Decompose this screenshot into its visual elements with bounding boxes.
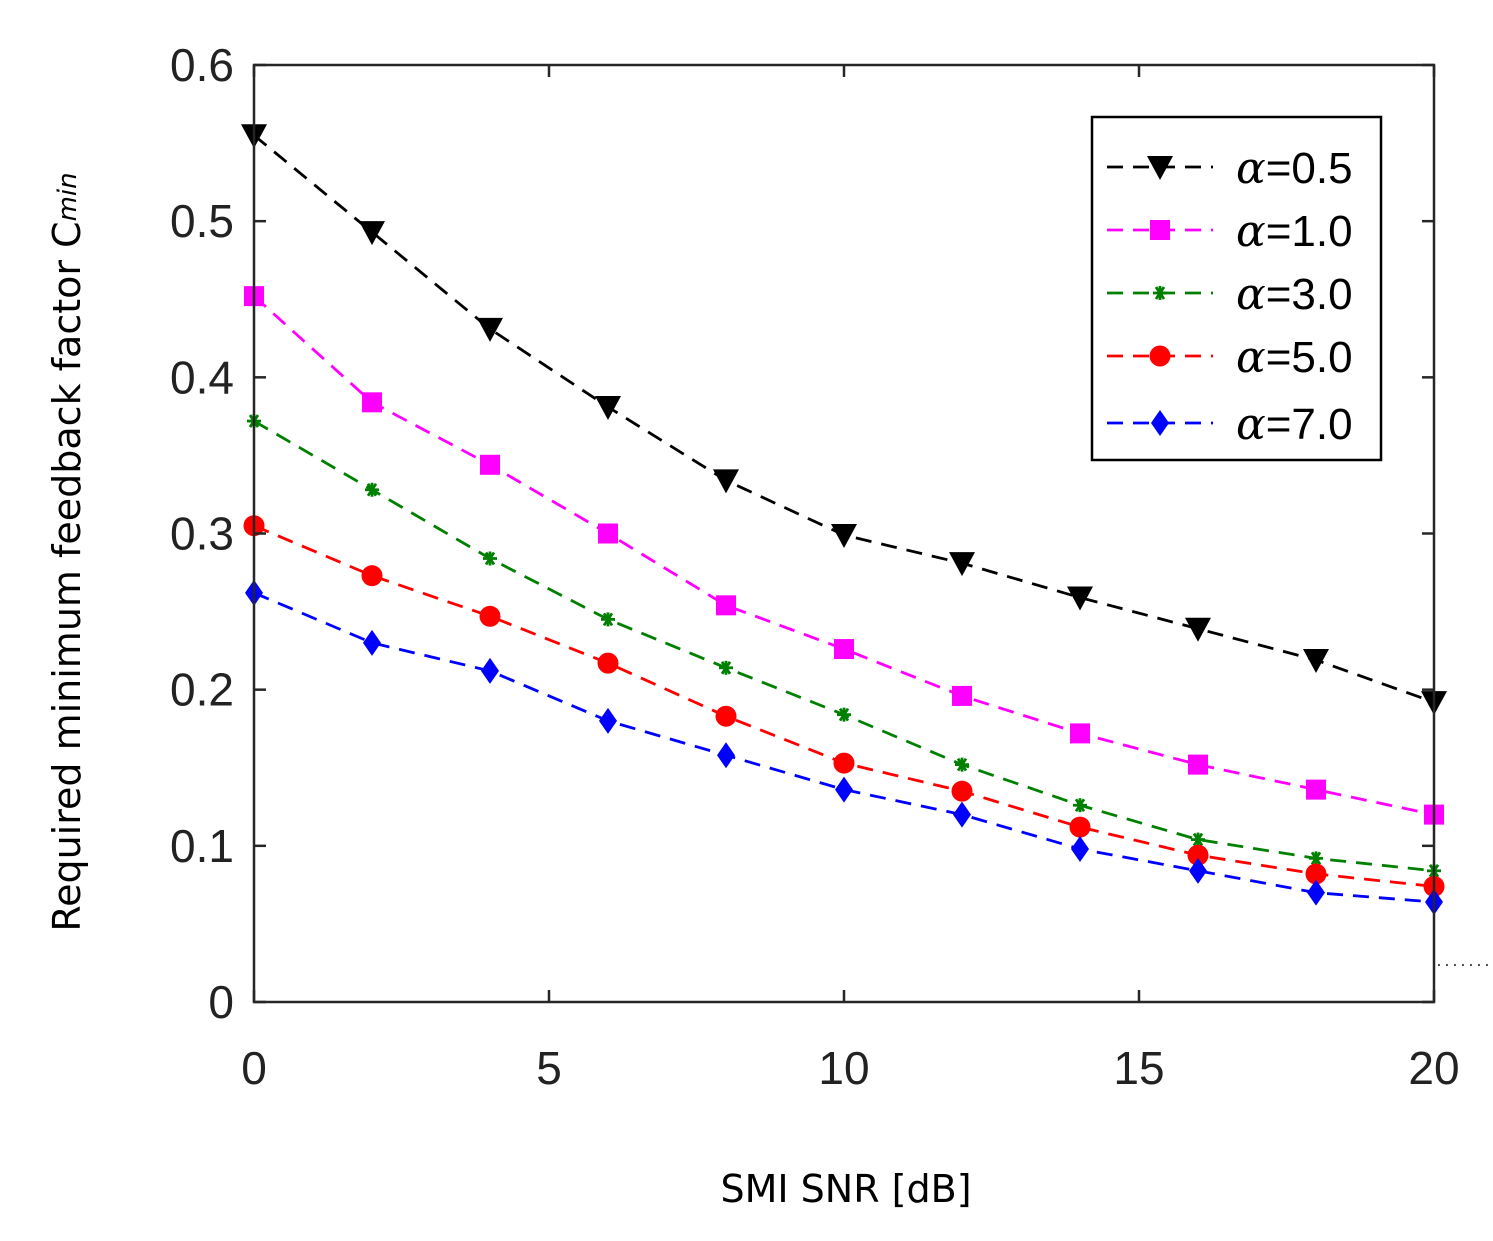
series-layer [241,124,1447,916]
legend-label: α=5.0 [1236,332,1353,383]
legend-swatch-marker [1150,220,1170,240]
data-point [1305,863,1327,885]
data-point [719,660,733,675]
x-tick-label: 15 [1113,1042,1164,1094]
legend-label-value: =5.0 [1266,333,1353,382]
data-point [1187,844,1209,866]
legend-label-symbol: α [1236,399,1266,450]
data-point [481,657,499,684]
data-point [1309,851,1323,866]
data-point [1185,617,1211,642]
data-point [601,612,615,627]
data-point [837,707,851,722]
legend-label-symbol: α [1236,143,1266,194]
data-point [1073,798,1087,813]
legend-label: α=7.0 [1236,399,1353,450]
data-point [949,552,975,577]
data-point [715,705,737,727]
tick-layer: 0 5 10 15 20 0 0.1 0.2 0.3 0.4 0.5 0.6 [170,39,1460,1094]
data-point [831,524,857,549]
data-point [833,752,855,774]
data-point [951,780,973,802]
data-point [952,685,972,706]
legend-label: α=3.0 [1236,269,1353,320]
y-tick-label: 0.1 [170,820,234,872]
legend-label-symbol: α [1236,206,1266,257]
data-point [713,469,739,494]
data-point [834,639,854,660]
data-point [598,523,618,544]
y-tick-label: 0.5 [170,195,234,247]
y-axis-title-text: Required minimum feedback factor C [45,221,89,931]
series-line [253,295,1435,816]
data-point [1306,779,1326,800]
x-tick-label: 20 [1408,1042,1459,1094]
data-point [1307,879,1325,906]
data-point [953,801,971,828]
data-point [716,595,736,616]
y-tick-label: 0.3 [170,508,234,560]
data-point [477,317,503,342]
legend-label: α=1.0 [1236,206,1353,257]
data-point [1188,754,1208,775]
legend-entry-2: α=3.0 [1107,269,1353,320]
legend-label-symbol: α [1236,269,1266,320]
y-axis-title: Required minimum feedback factor Cmin [45,172,89,931]
legend-box [1090,115,1383,462]
legend-label-value: =0.5 [1266,144,1353,193]
legend-label-value: =1.0 [1266,207,1353,256]
y-tick-label: 0.4 [170,351,234,403]
data-point [483,551,497,566]
y-tick-label: 0.6 [170,39,234,91]
data-point [362,392,382,413]
legend-swatch-marker [1149,345,1171,367]
data-point [1071,835,1089,862]
y-tick-label: 0.2 [170,664,234,716]
legend-entry-0: α=0.5 [1107,143,1353,194]
data-point [359,221,385,246]
series-4 [245,579,1443,916]
data-point [1189,857,1207,884]
legend-swatch-marker [1151,410,1169,436]
legend-label-value: =7.0 [1266,400,1353,449]
x-axis-title: SMI SNR [dB] [720,1167,971,1211]
x-tick-label: 10 [818,1042,869,1094]
y-tick-label: 0 [208,976,234,1028]
data-point [1067,586,1093,611]
series-1 [244,286,1444,825]
legend-swatch-marker [1147,156,1173,180]
legend-swatch-marker [1153,286,1167,300]
data-point [1070,723,1090,744]
data-point [595,396,621,421]
legend-entry-3: α=5.0 [1107,332,1353,383]
data-point [363,629,381,656]
data-point [365,482,379,497]
data-point [717,742,735,769]
data-point [955,757,969,772]
data-point [479,605,501,627]
data-point [361,565,383,587]
x-tick-label: 0 [241,1042,267,1094]
data-point [1069,816,1091,838]
data-point [597,652,619,674]
x-tick-label: 5 [536,1042,562,1094]
legend-label: α=0.5 [1236,143,1353,194]
series-3 [243,515,1445,897]
y-axis-title-subscript: min [53,172,83,221]
data-point [1303,648,1329,673]
legend-entry-1: α=1.0 [1107,206,1353,257]
legend-entry-4: α=7.0 [1107,399,1353,450]
series-line [253,591,1435,904]
data-point [835,776,853,803]
data-point [599,707,617,734]
data-point [1191,832,1205,847]
data-point [480,454,500,475]
legend-label-value: =3.0 [1266,270,1353,319]
legend: α=0.5α=1.0α=3.0α=5.0α=7.0 [1090,115,1383,462]
legend-label-symbol: α [1236,332,1266,383]
